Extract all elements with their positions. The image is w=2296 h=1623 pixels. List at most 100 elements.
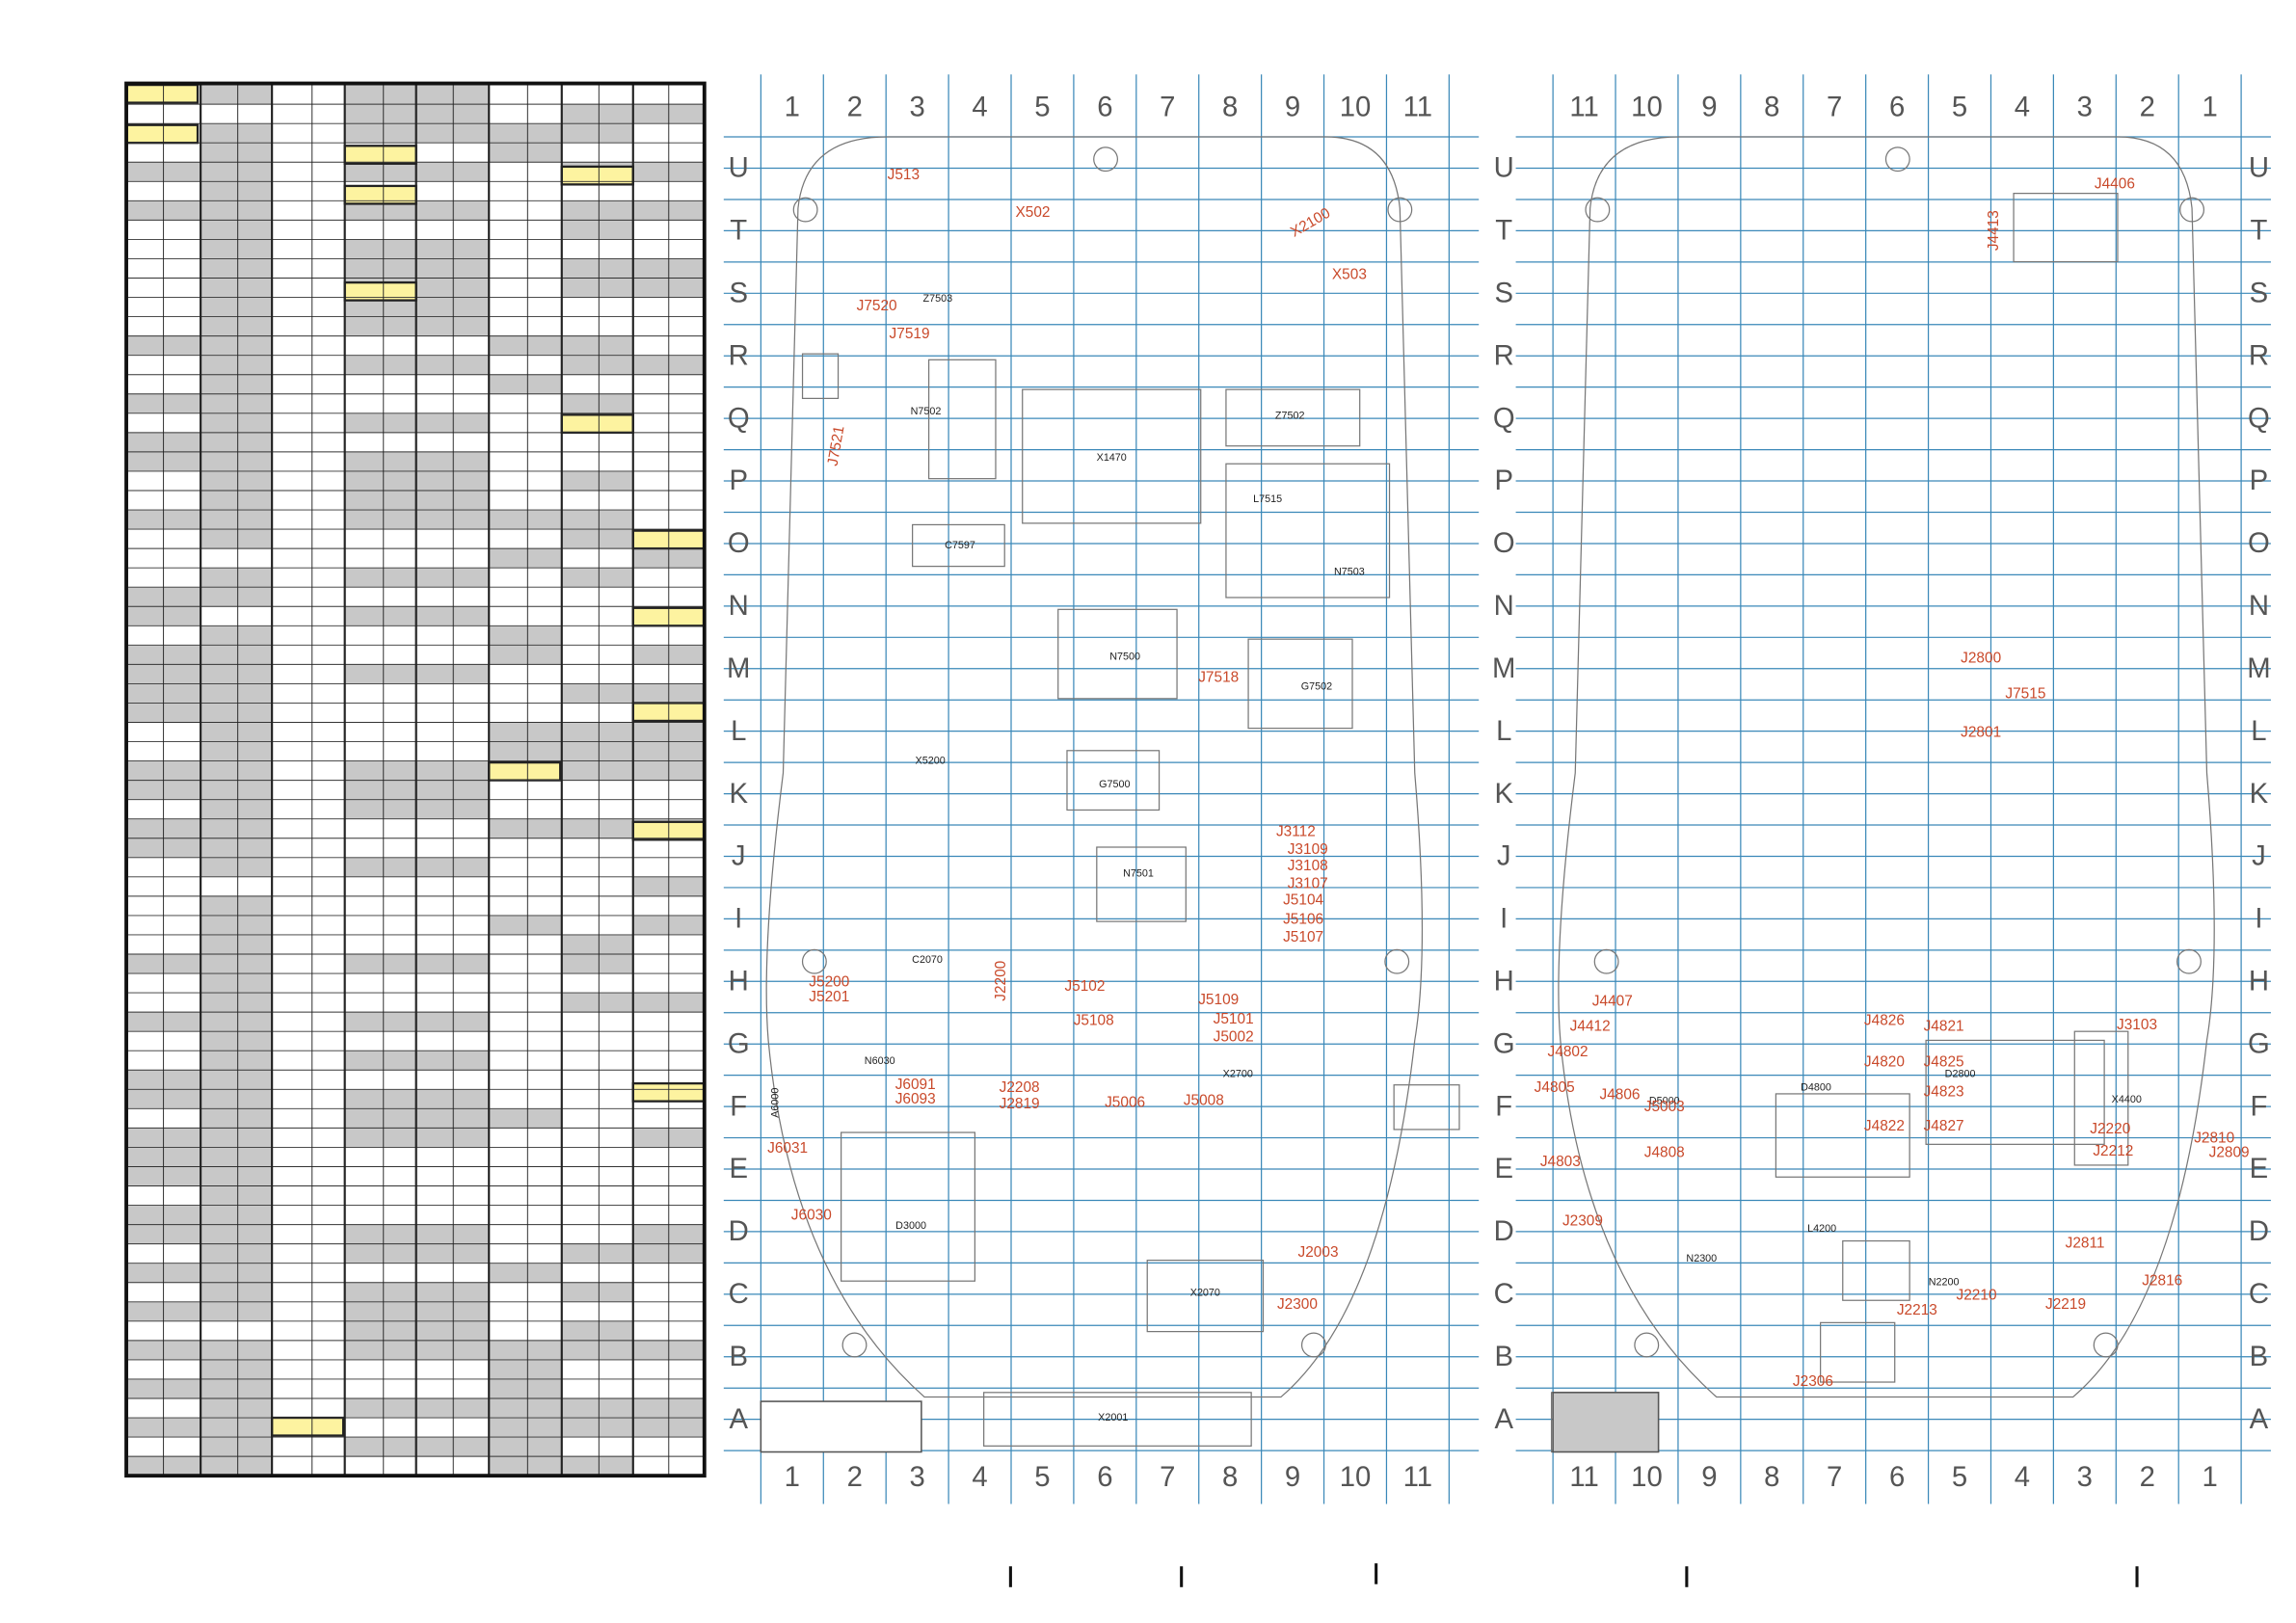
row-label: G [728,1027,750,1059]
table-cell-shade [200,316,273,336]
table-cell-shade [561,123,633,144]
component [1225,463,1391,599]
component-label: J4827 [1924,1118,1964,1134]
board-outline [765,136,1424,1398]
table-cell-shade [200,818,273,838]
column-label: 7 [1827,1461,1842,1493]
table-cell-shade [200,123,273,144]
component-label: J2809 [2209,1145,2250,1161]
component-label: J5104 [1283,892,1323,909]
table-cell-shade [561,335,633,356]
row-label: J [2252,840,2266,872]
table-cell-shade [200,470,273,491]
component-label: G7500 [1099,779,1130,790]
row-label: H [1494,965,1514,997]
table-cell-shade [561,510,633,530]
component-label: J2306 [1793,1373,1833,1390]
column-label: 1 [2203,1461,2218,1493]
component [841,1131,976,1282]
row-label: B [1494,1341,1513,1372]
component [1057,608,1178,700]
component-label: J513 [888,167,920,183]
component-label: J5106 [1283,912,1323,928]
row-label: L [731,715,746,747]
mount-hole [1384,948,1410,974]
component-label: J2003 [1298,1244,1339,1261]
table-cell-shade [200,1418,273,1438]
column-label: 5 [1034,91,1050,122]
component [801,353,840,400]
column-label: 3 [2077,1461,2093,1493]
table-cell-shade [200,278,273,298]
component-label: J4803 [1540,1154,1581,1170]
table-cell-shade [200,374,273,394]
table-cell-shade [561,278,633,298]
row-label: I [734,903,742,935]
row-label: R [1494,339,1514,371]
component-label: D4800 [1801,1082,1831,1094]
component-label: J4805 [1535,1079,1575,1096]
component-label: N7501 [1123,868,1154,880]
row-label: T [2251,215,2268,247]
component-label: N6030 [865,1055,895,1067]
component-label: J4825 [1924,1054,1964,1071]
row-label: D [1494,1215,1514,1247]
table-cell-shade [489,1418,562,1438]
table-cell-shade [200,934,273,955]
table-cell-shade [200,625,273,646]
row-label: O [1493,527,1515,559]
component-label: X5200 [916,755,946,766]
row-label: K [729,778,748,810]
table-cell-shade [200,1397,273,1419]
table-cell-shade [200,239,273,259]
table-highlight [343,145,417,165]
column-label: 10 [1631,91,1663,122]
column-label: 4 [2015,91,2030,122]
mount-hole [2093,1332,2119,1358]
table-cell-shade [200,703,273,723]
component-label: J2220 [2090,1121,2130,1137]
table-cell-shade [489,818,562,838]
table-cell-shade [200,1031,273,1051]
table-cell-shade [200,838,273,858]
component-label: J4412 [1570,1019,1611,1035]
component-label: C7597 [945,540,975,551]
component-label: Z7503 [923,293,953,305]
row-label: I [1500,903,1508,935]
component [1393,1084,1460,1131]
component-label: J7518 [1198,669,1239,685]
component-label: J6093 [895,1091,936,1107]
row-label: F [1495,1090,1512,1122]
column-label: 4 [972,1461,987,1493]
shield-box [1552,1392,1660,1453]
table-cell-shade [489,1359,562,1379]
row-label: R [729,339,749,371]
component [983,1392,1252,1447]
column-label: 6 [1097,91,1112,122]
column-label: 11 [1403,1461,1432,1493]
component-label: L4200 [1807,1223,1836,1235]
table-cell-shade [200,683,273,704]
column-label: 10 [1340,91,1372,122]
table-cell-shade [489,1340,562,1360]
row-label: F [2251,1090,2268,1122]
row-label: K [2250,778,2269,810]
table-cell-shade [489,123,562,144]
component [1775,1093,1910,1178]
component-label: D5000 [1649,1095,1680,1106]
column-label: 10 [1340,1461,1372,1493]
column-label: 6 [1097,1461,1112,1493]
table-cell-shade [200,1282,273,1302]
component-label: J5109 [1198,992,1239,1008]
column-label: 3 [909,91,924,122]
component-label: X502 [1016,204,1051,221]
component-label: G7502 [1301,680,1332,692]
row-label: S [2250,278,2269,309]
table-cell-shade [200,181,273,201]
mount-hole [1585,197,1611,223]
component-label: J6031 [767,1140,808,1157]
component-label: D2800 [1945,1069,1976,1080]
component-label: J2811 [2066,1236,2105,1252]
table-cell-shade [200,451,273,471]
